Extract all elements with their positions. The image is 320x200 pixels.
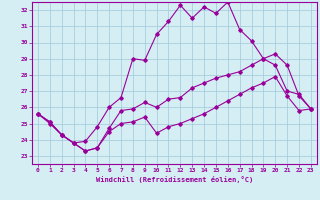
X-axis label: Windchill (Refroidissement éolien,°C): Windchill (Refroidissement éolien,°C) — [96, 176, 253, 183]
